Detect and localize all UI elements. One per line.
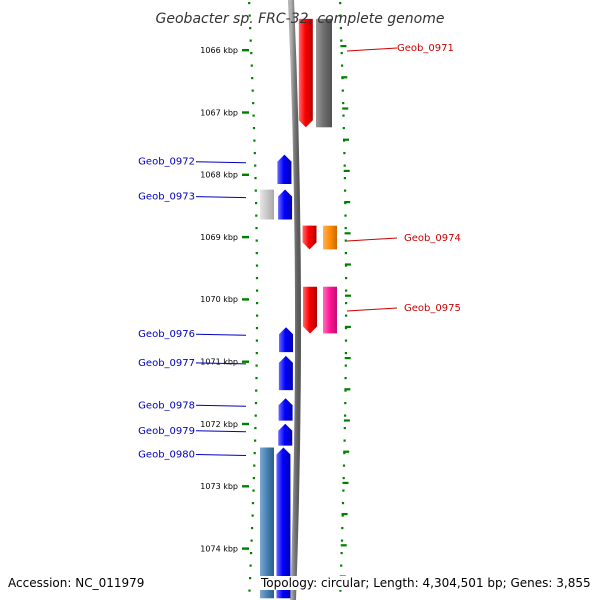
gene-arrow-Geob_0975[interactable] bbox=[303, 286, 318, 334]
scale-tick-label: 1068 kbp bbox=[200, 171, 238, 180]
secondary-feature-2 bbox=[316, 18, 332, 128]
scale-tick-label: 1066 kbp bbox=[200, 46, 238, 55]
scale-tick-label: 1067 kbp bbox=[200, 108, 238, 117]
gene-label-Geob_0980[interactable]: Geob_0980 bbox=[138, 450, 195, 461]
gene-arrow-Geob_0971[interactable] bbox=[298, 18, 313, 128]
leader-line-Geob_0975 bbox=[346, 307, 398, 312]
leader-line-Geob_0978 bbox=[195, 404, 247, 407]
gene-arrow-Geob_0974[interactable] bbox=[302, 225, 317, 250]
scale-tick-label: 1072 kbp bbox=[200, 420, 238, 429]
gene-label-Geob_0971[interactable]: Geob_0971 bbox=[397, 43, 454, 54]
gene-arrow-Geob_0976[interactable] bbox=[279, 327, 294, 353]
secondary-feature-1 bbox=[260, 447, 274, 599]
gene-arrow-Geob_0977[interactable] bbox=[278, 355, 293, 391]
gene-label-Geob_0975[interactable]: Geob_0975 bbox=[404, 303, 461, 314]
scale-tick-mark bbox=[242, 235, 249, 239]
gene-label-Geob_0977[interactable]: Geob_0977 bbox=[138, 358, 195, 369]
scale-tick-mark bbox=[242, 422, 249, 426]
gene-labels: Geob_0972 Geob_0973 Geob_0976 Geob_0977 Geob… bbox=[138, 43, 461, 461]
gene-arrow-Geob_0979[interactable] bbox=[278, 423, 293, 446]
leader-line-Geob_0976 bbox=[195, 333, 247, 336]
gene-label-Geob_0976[interactable]: Geob_0976 bbox=[138, 329, 195, 340]
scale-tick-label: 1071 kbp bbox=[200, 358, 238, 367]
gene-arrow-Geob_0973[interactable] bbox=[278, 189, 293, 220]
gene-arrows bbox=[276, 18, 318, 599]
secondary-feature-4 bbox=[323, 286, 337, 334]
outer-tick-ring-left bbox=[248, 2, 259, 592]
scale-tick-label: 1070 kbp bbox=[200, 295, 238, 304]
leader-line-Geob_0972 bbox=[195, 161, 247, 164]
outer-tick-ring-right bbox=[339, 2, 351, 592]
secondary-feature-0 bbox=[260, 189, 274, 220]
scale-tick-mark bbox=[242, 298, 249, 301]
scale-tick-mark bbox=[242, 49, 249, 52]
scale-tick-label: 1069 kbp bbox=[200, 233, 238, 242]
leader-line-Geob_0979 bbox=[195, 430, 247, 433]
leader-line-Geob_0973 bbox=[195, 196, 247, 199]
leader-line-Geob_0974 bbox=[346, 237, 398, 242]
genome-stats-text: Topology: circular; Length: 4,304,501 bp… bbox=[259, 576, 593, 590]
scale-tick-mark bbox=[242, 547, 249, 550]
leader-line-Geob_0971 bbox=[346, 47, 398, 52]
gene-label-Geob_0973[interactable]: Geob_0973 bbox=[138, 192, 195, 203]
scale-tick-mark bbox=[242, 360, 249, 363]
secondary-feature-3 bbox=[323, 225, 337, 250]
scale-tick-label: 1073 kbp bbox=[200, 482, 238, 491]
scale-tick-mark bbox=[242, 173, 249, 176]
gene-arrow-Geob_0978[interactable] bbox=[278, 398, 293, 421]
gene-label-Geob_0974[interactable]: Geob_0974 bbox=[404, 233, 461, 244]
gene-label-Geob_0978[interactable]: Geob_0978 bbox=[138, 400, 195, 411]
gene-arrow-Geob_0980[interactable] bbox=[276, 447, 291, 599]
scale-tick-label: 1074 kbp bbox=[200, 544, 238, 553]
accession-text: Accession: NC_011979 bbox=[8, 576, 145, 590]
gene-arrow-Geob_0972[interactable] bbox=[277, 154, 292, 184]
map-title: Geobacter sp. FRC-32, complete genome bbox=[156, 11, 445, 27]
gene-label-Geob_0972[interactable]: Geob_0972 bbox=[138, 157, 195, 168]
scale-tick-mark bbox=[242, 111, 249, 114]
scale-tick-mark bbox=[242, 485, 249, 488]
leader-line-Geob_0977 bbox=[195, 362, 247, 365]
kbp-scale: 1066 kbp 1067 kbp 1068 kbp 1069 kbp 1070 kbp… bbox=[200, 46, 249, 553]
secondary-features bbox=[260, 18, 337, 599]
gene-label-Geob_0979[interactable]: Geob_0979 bbox=[138, 426, 195, 437]
genome-backbone bbox=[288, 0, 302, 600]
leader-line-Geob_0980 bbox=[195, 454, 247, 456]
